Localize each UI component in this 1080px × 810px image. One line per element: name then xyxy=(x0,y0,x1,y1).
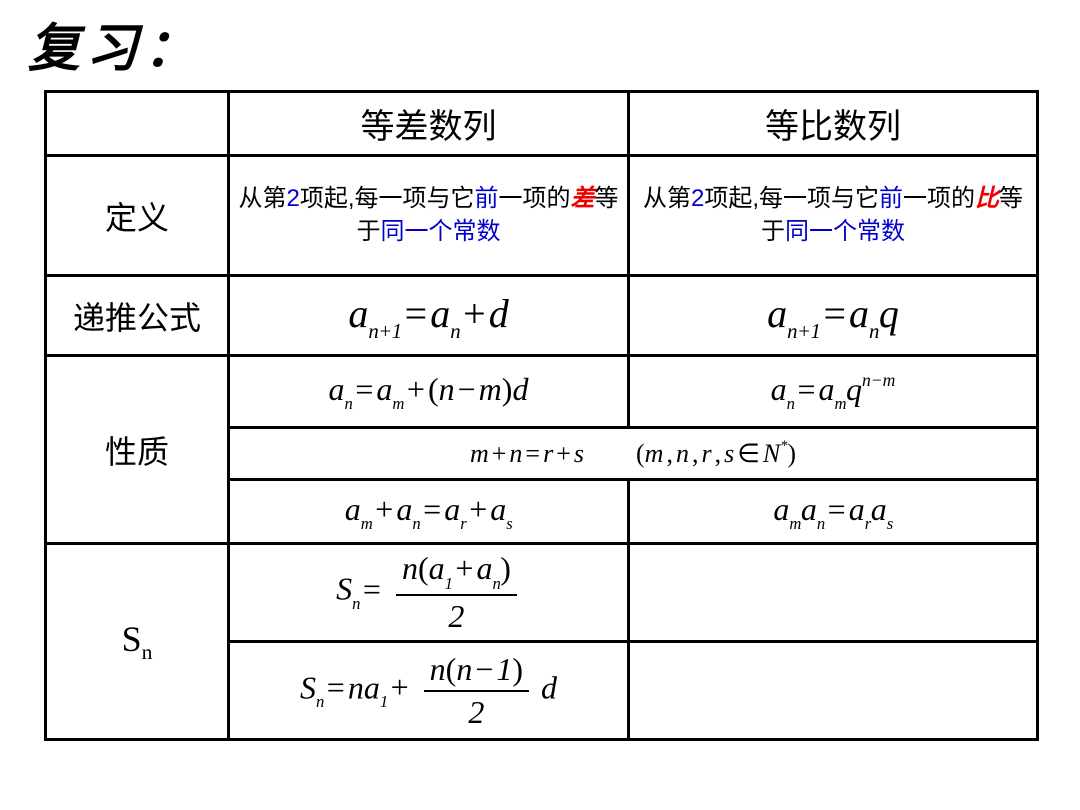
sequence-comparison-table: 等差数列 等比数列 定义 从第2项起,每一项与它前一项的差等于同一个常数 从第2… xyxy=(44,90,1039,741)
def-geom-mid2: 一项的 xyxy=(903,185,975,212)
cell-definition-arith: 从第2项起,每一项与它前一项的差等于同一个常数 xyxy=(229,156,629,276)
row-definition: 定义 从第2项起,每一项与它前一项的差等于同一个常数 从第2项起,每一项与它前一… xyxy=(46,156,1038,276)
cell-index-identity-arith: am+an=ar+as xyxy=(229,480,629,544)
rowlabel-recurrence: 递推公式 xyxy=(46,276,229,356)
rowlabel-definition: 定义 xyxy=(46,156,229,276)
def-arith-mid2: 一项的 xyxy=(499,185,571,212)
cell-definition-geom: 从第2项起,每一项与它前一项的比等于同一个常数 xyxy=(629,156,1038,276)
def-geom-mid1: 项起,每一项与它 xyxy=(704,185,879,212)
cell-sum-geom-2 xyxy=(629,642,1038,740)
def-arith-mid1: 项起,每一项与它 xyxy=(300,185,475,212)
header-geometric: 等比数列 xyxy=(629,92,1038,156)
cell-index-condition: m+n=r+s (m,n,r,s∈N*) xyxy=(229,428,1038,480)
cell-recurrence-arith: an+1=an+d xyxy=(229,276,629,356)
def-geom-num: 2 xyxy=(691,185,704,212)
def-geom-blue2: 同一个常数 xyxy=(785,218,905,245)
cell-recurrence-geom: an+1=anq xyxy=(629,276,1038,356)
row-property-general-term: 性质 an=am+(n−m)d an=amqn−m xyxy=(46,356,1038,428)
def-geom-blue1: 前 xyxy=(879,185,903,212)
def-arith-num: 2 xyxy=(286,185,299,212)
def-arith-blue2: 同一个常数 xyxy=(381,218,501,245)
cell-index-identity-geom: aman=aras xyxy=(629,480,1038,544)
row-recurrence: 递推公式 an+1=an+d an+1=anq xyxy=(46,276,1038,356)
cell-sum-arith-2: Sn=na1+ n(n−1) 2 d xyxy=(229,642,629,740)
cell-sum-arith-1: Sn= n(a1+an) 2 xyxy=(229,544,629,642)
cell-general-term-arith: an=am+(n−m)d xyxy=(229,356,629,428)
def-geom-red: 比 xyxy=(975,185,999,212)
page-title: 复习： xyxy=(28,6,202,81)
def-arith-red: 差 xyxy=(571,185,595,212)
sn-label-sub: n xyxy=(142,640,153,664)
row-sum-formula-1: Sn Sn= n(a1+an) 2 xyxy=(46,544,1038,642)
def-geom-prefix: 从第 xyxy=(643,185,691,212)
slide-page: 复习： 等差数列 等比数列 定义 从第2项起,每一项与它前一项的差等于同一个常数… xyxy=(0,0,1080,810)
header-empty xyxy=(46,92,229,156)
cell-sum-geom-1 xyxy=(629,544,1038,642)
sn-label-main: S xyxy=(122,619,142,659)
table-header-row: 等差数列 等比数列 xyxy=(46,92,1038,156)
def-arith-blue1: 前 xyxy=(475,185,499,212)
def-arith-prefix: 从第 xyxy=(238,185,286,212)
rowlabel-properties: 性质 xyxy=(46,356,229,544)
header-arithmetic: 等差数列 xyxy=(229,92,629,156)
rowlabel-sum: Sn xyxy=(46,544,229,740)
cell-general-term-geom: an=amqn−m xyxy=(629,356,1038,428)
